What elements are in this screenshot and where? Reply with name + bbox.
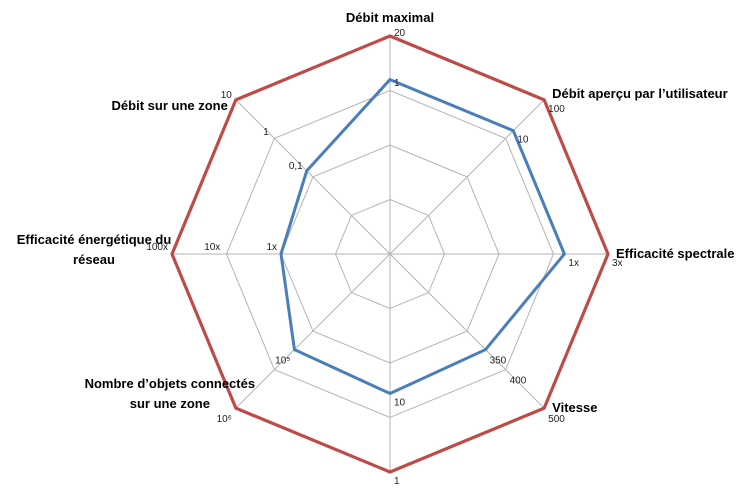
- tick-label-6-1: 10x: [204, 242, 220, 253]
- tick-label-7-2: 0,1: [289, 161, 303, 172]
- tick-label-2-0: 3x: [612, 258, 623, 269]
- spoke-1: [389, 99, 545, 255]
- tick-label-3-1: 400: [510, 376, 527, 387]
- tick-label-1-0: 100: [548, 104, 565, 115]
- tick-label-0-1: 1: [394, 78, 400, 89]
- spoke-7: [235, 99, 391, 255]
- series-line-0: [279, 77, 567, 396]
- axis-title-5-line-1: sur une zone: [130, 396, 210, 411]
- axis-title-1: Débit aperçu par l’utilisateur: [552, 86, 728, 101]
- tick-label-6-0: 100x: [146, 242, 168, 253]
- tick-label-5-1: 10⁵: [275, 356, 290, 367]
- spoke-5: [235, 253, 391, 409]
- tick-label-4-0: 1: [394, 476, 400, 487]
- spoke-3: [389, 253, 545, 409]
- tick-label-0-0: 20: [394, 28, 406, 39]
- tick-label-4-1: 10: [394, 398, 406, 409]
- tick-label-3-0: 500: [548, 414, 565, 425]
- tick-label-1-1: 10: [517, 135, 529, 146]
- axis-title-6-line-0: Efficacité énergétique du: [17, 232, 172, 247]
- tick-label-2-1: 1x: [568, 258, 579, 269]
- axis-title-4: Latence: [365, 488, 414, 491]
- tick-label-7-1: 1: [263, 127, 269, 138]
- axis-title-5-line-0: Nombre d’objets connectés: [85, 376, 255, 391]
- axis-title-3: Vitesse: [552, 400, 597, 415]
- axis-title-2: Efficacité spectrale: [616, 246, 735, 261]
- axis-title-0: Débit maximal: [346, 10, 434, 25]
- tick-label-5-0: 10⁶: [217, 414, 232, 425]
- tick-label-7-0: 10: [221, 90, 233, 101]
- axis-title-7: Débit sur une zone: [112, 98, 228, 113]
- tick-label-3-2: 350: [490, 356, 507, 367]
- axis-title-6-line-1: réseau: [73, 252, 115, 267]
- tick-label-6-2: 1x: [266, 242, 277, 253]
